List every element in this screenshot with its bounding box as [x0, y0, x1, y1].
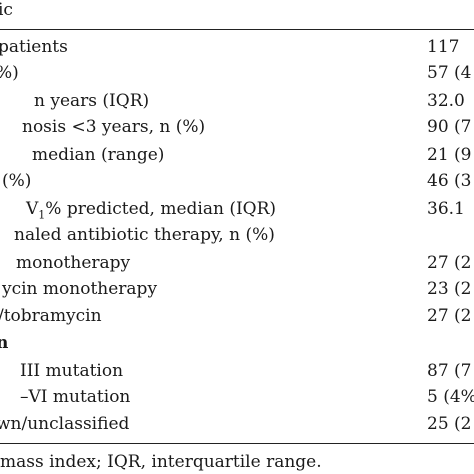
- row-value: 23 (2: [427, 279, 472, 299]
- row-label: ycin monotherapy: [2, 279, 158, 299]
- table-row: wn/unclassified 25 (2: [0, 411, 474, 437]
- table-row: monotherapy 27 (2: [0, 250, 474, 276]
- table-row: III mutation 87 (7: [0, 358, 474, 384]
- row-label: naled antibiotic therapy, n (%): [14, 225, 275, 245]
- table-footnote: mass index; IQR, interquartile range.: [0, 452, 322, 472]
- row-label: monotherapy: [16, 253, 131, 273]
- row-label: (%): [2, 171, 32, 191]
- row-value: 36.1: [427, 199, 465, 219]
- row-label: nosis <3 years, n (%): [22, 117, 206, 137]
- table-row: naled antibiotic therapy, n (%): [0, 222, 474, 248]
- fev-text: V: [26, 199, 39, 219]
- row-value: 117: [427, 37, 460, 57]
- fev-suffix: % predicted, median (IQR): [45, 199, 277, 219]
- row-value: 27 (2: [427, 306, 472, 326]
- row-label-fev1: V1% predicted, median (IQR): [26, 196, 276, 222]
- table-row: V1% predicted, median (IQR) 36.1: [0, 196, 474, 222]
- row-label: patients: [0, 37, 68, 57]
- row-value: 25 (2: [427, 414, 472, 434]
- table-row: n years (IQR) 32.0: [0, 88, 474, 114]
- row-value: 27 (2: [427, 253, 472, 273]
- row-label: median (range): [32, 145, 165, 165]
- row-value: 5 (4%: [427, 387, 474, 407]
- row-label: n years (IQR): [34, 91, 150, 111]
- table-row: /tobramycin 27 (2: [0, 303, 474, 329]
- header-rule: [0, 29, 474, 30]
- row-label: /tobramycin: [0, 306, 102, 326]
- column-header-characteristic: ic: [0, 0, 13, 20]
- row-label: wn/unclassified: [0, 414, 130, 434]
- row-value: 90 (7: [427, 117, 472, 137]
- row-label: –VI mutation: [20, 387, 131, 407]
- row-label: n: [0, 333, 9, 353]
- bottom-rule: [0, 443, 474, 444]
- row-value: 32.0: [427, 91, 465, 111]
- row-value: 46 (3: [427, 171, 472, 191]
- table-row: –VI mutation 5 (4%: [0, 384, 474, 410]
- table-row: nosis <3 years, n (%) 90 (7: [0, 114, 474, 140]
- row-value: 21 (9: [427, 145, 472, 165]
- table-row: ycin monotherapy 23 (2: [0, 276, 474, 302]
- table-row: median (range) 21 (9: [0, 142, 474, 168]
- table-row: patients 117: [0, 34, 474, 60]
- row-label: %): [0, 63, 19, 83]
- row-value: 87 (7: [427, 361, 472, 381]
- table-row: %) 57 (4: [0, 60, 474, 86]
- table-row: (%) 46 (3: [0, 168, 474, 194]
- row-value: 57 (4: [427, 63, 472, 83]
- row-label: III mutation: [20, 361, 124, 381]
- table-row-section: n: [0, 330, 474, 356]
- fev-subscript: 1: [38, 208, 46, 222]
